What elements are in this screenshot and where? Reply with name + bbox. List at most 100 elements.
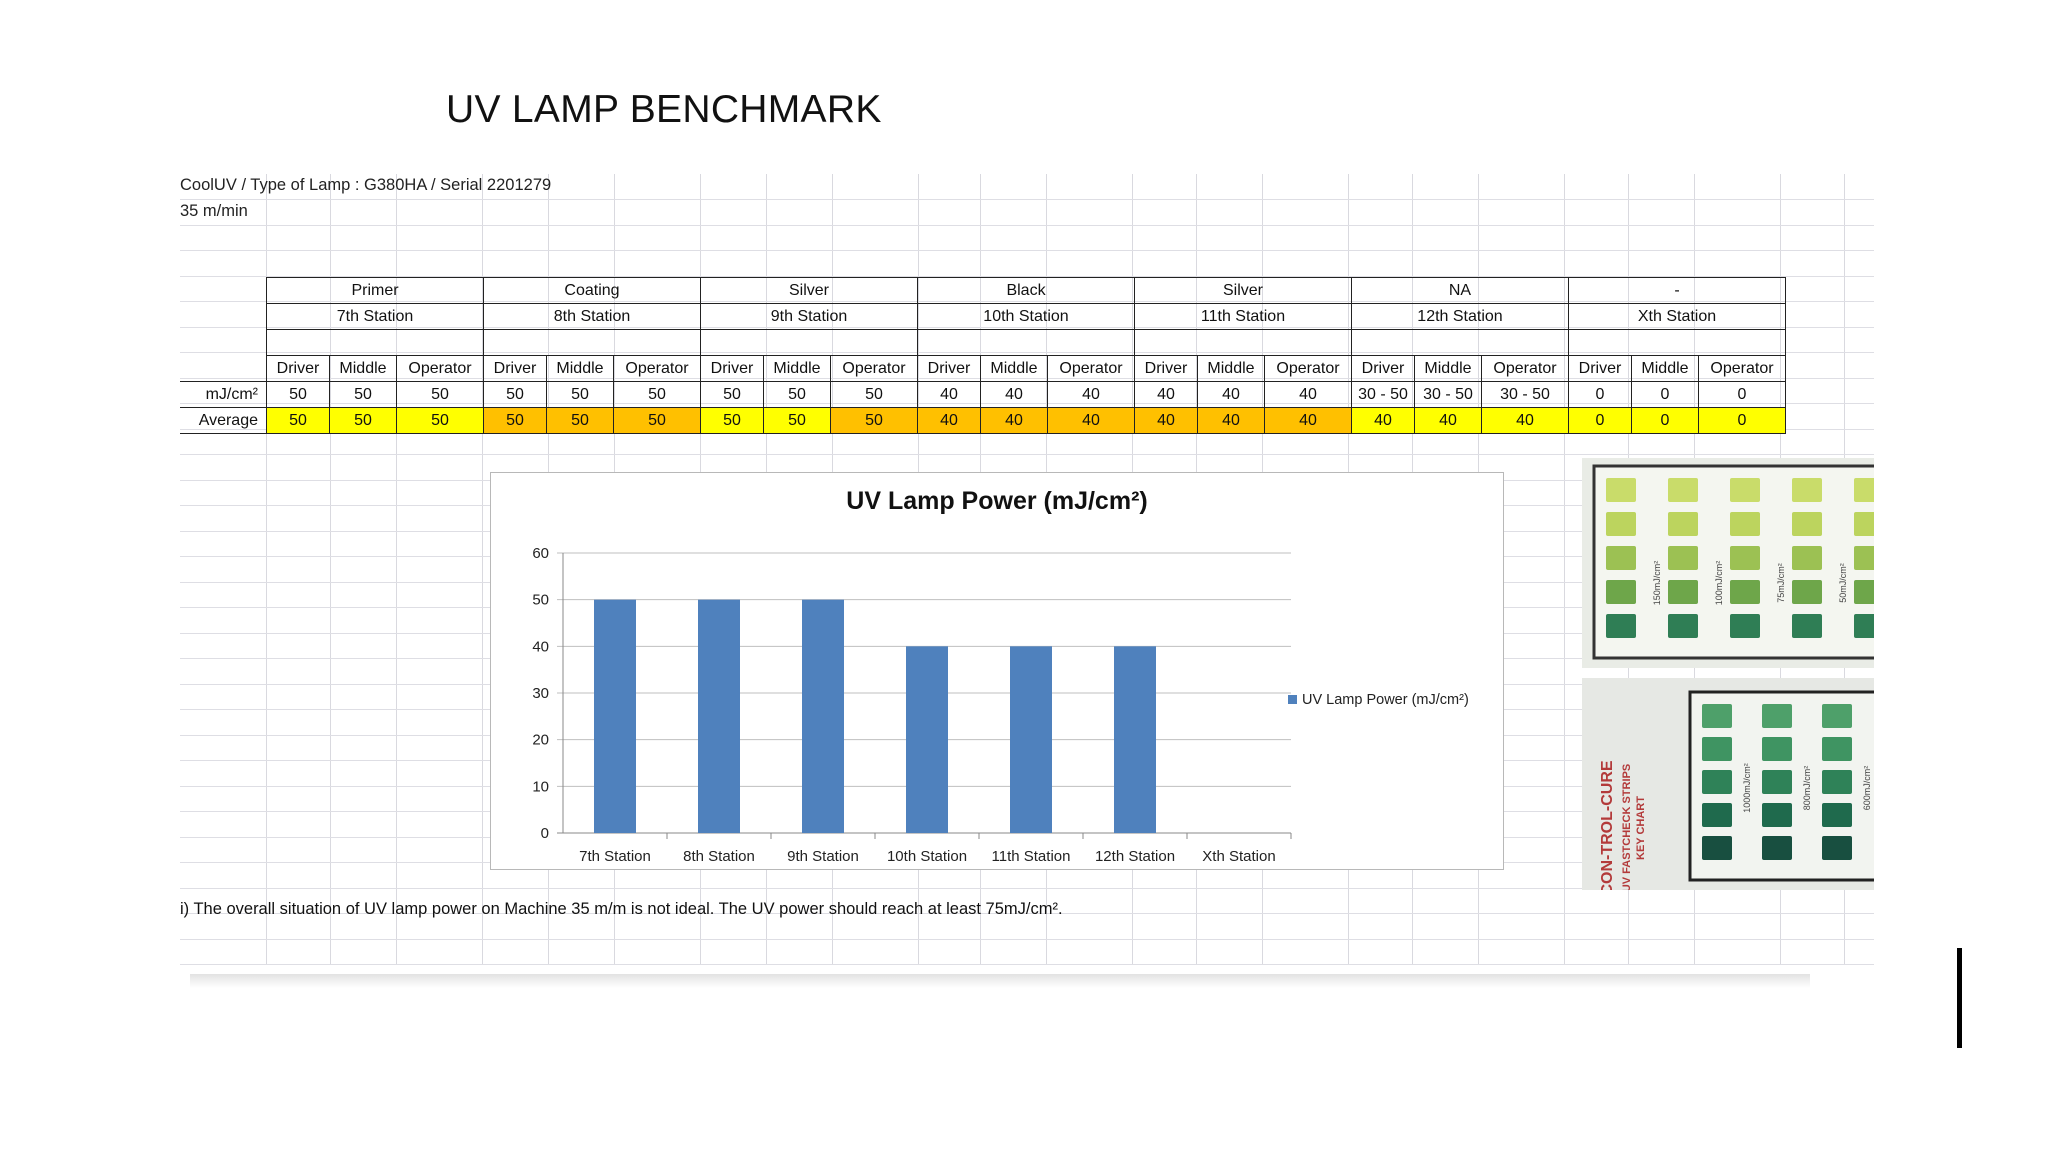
- uv-power-chart: UV Lamp Power (mJ/cm²) 0 10 20 30 40 50 60 7th …: [490, 472, 1504, 870]
- group-label: Primer: [266, 277, 484, 304]
- test-patch: [1762, 704, 1792, 728]
- position-header: Middle: [980, 355, 1048, 382]
- legend-label: UV Lamp Power (mJ/cm²): [1302, 692, 1469, 708]
- test-patch: [1792, 512, 1822, 536]
- key-chart-text: KEY CHART: [1635, 796, 1647, 860]
- gridline-h: [180, 250, 1874, 251]
- position-header: Driver: [917, 355, 981, 382]
- test-patch: [1822, 704, 1852, 728]
- test-patch: [1792, 580, 1822, 604]
- gridline-v: [330, 174, 331, 964]
- value-cell: 40: [1047, 381, 1135, 408]
- value-cell: 50: [763, 381, 831, 408]
- gridline-h: [180, 938, 1874, 940]
- position-header: Middle: [1197, 355, 1265, 382]
- test-patch: [1606, 580, 1636, 604]
- value-cell: 40: [1414, 407, 1482, 434]
- gridline-v: [266, 174, 267, 964]
- test-patch: [1854, 546, 1874, 570]
- value-cell: 0: [1568, 407, 1632, 434]
- empty-cell: [700, 329, 918, 356]
- gridline-h: [180, 964, 1874, 965]
- test-patch: [1668, 478, 1698, 502]
- station-row: 7th Station 8th Station 9th Station 10th St…: [180, 303, 1786, 330]
- y-tick-label: 0: [541, 825, 549, 842]
- position-header: Driver: [1568, 355, 1632, 382]
- test-patch: [1822, 836, 1852, 860]
- empty-cell: [1351, 329, 1569, 356]
- position-header: Middle: [1631, 355, 1699, 382]
- dose-label: 100mJ/cm²: [1714, 561, 1724, 606]
- group-label: -: [1568, 277, 1786, 304]
- group-row: Primer Coating Silver Black Silver NA -: [180, 277, 1786, 304]
- chart-title: UV Lamp Power (mJ/cm²): [846, 487, 1148, 515]
- position-header: Middle: [763, 355, 831, 382]
- value-cell: 50: [613, 381, 701, 408]
- test-patch: [1668, 614, 1698, 638]
- row-label: Average: [180, 407, 267, 434]
- group-label: Coating: [483, 277, 701, 304]
- position-row: Driver Middle Operator Driver Middle Operator…: [180, 355, 1786, 382]
- x-tick-label: 7th Station: [579, 848, 651, 865]
- position-header: Driver: [483, 355, 547, 382]
- empty-cell: [1134, 329, 1352, 356]
- bar: [802, 599, 844, 833]
- value-cell: 40: [980, 407, 1048, 434]
- lamp-info: CoolUV / Type of Lamp : G380HA / Serial …: [180, 176, 552, 194]
- test-patch: [1730, 614, 1760, 638]
- position-header: Operator: [1481, 355, 1569, 382]
- bar: [698, 599, 740, 833]
- dose-label: 800mJ/cm²: [1802, 766, 1812, 811]
- average-row: Average 50 50 50 50 50 50 50 50 50 40 40 40 40 40 40 40 4…: [180, 407, 1786, 434]
- uv-keychart-photo: CON-TROL-CURE UV FASTCHECK STRIPS KEY CHAR…: [1582, 678, 1874, 890]
- value-cell: 50: [396, 407, 484, 434]
- test-patch: [1854, 512, 1874, 536]
- dose-label: 50mJ/cm²: [1838, 563, 1848, 603]
- station-label: 8th Station: [483, 303, 701, 330]
- row-label: mJ/cm²: [180, 381, 267, 408]
- station-label: 9th Station: [700, 303, 918, 330]
- value-cell: 50: [830, 381, 918, 408]
- position-header: Operator: [1698, 355, 1786, 382]
- value-cell: 40: [1481, 407, 1569, 434]
- test-patch: [1702, 803, 1732, 827]
- test-patch: [1730, 580, 1760, 604]
- benchmark-table: Primer Coating Silver Black Silver NA -7th Sta…: [180, 277, 1786, 434]
- y-tick-label: 30: [532, 685, 549, 702]
- x-tick-label: 8th Station: [683, 848, 755, 865]
- gridline-h: [180, 454, 1874, 455]
- empty-cell: [1568, 329, 1786, 356]
- gridline-h: [180, 887, 1874, 889]
- y-tick-label: 60: [532, 545, 549, 562]
- value-cell: 50: [700, 407, 764, 434]
- test-patch: [1822, 737, 1852, 761]
- test-patch: [1668, 580, 1698, 604]
- value-cell: 40: [917, 407, 981, 434]
- test-patch: [1854, 614, 1874, 638]
- y-tick-label: 40: [532, 638, 549, 655]
- position-header: Operator: [1047, 355, 1135, 382]
- bar: [1114, 646, 1156, 833]
- value-cell: 0: [1698, 407, 1786, 434]
- position-header: Driver: [1134, 355, 1198, 382]
- test-patch: [1668, 512, 1698, 536]
- gridline-h: [180, 224, 1874, 226]
- legend-swatch: [1288, 695, 1297, 704]
- position-header: Operator: [830, 355, 918, 382]
- y-tick-label: 10: [532, 778, 549, 795]
- dose-label: 1000mJ/cm²: [1742, 763, 1752, 813]
- spacer-row: [180, 329, 1786, 356]
- value-cell: 50: [546, 381, 614, 408]
- value-cell: 50: [613, 407, 701, 434]
- test-patch: [1702, 836, 1732, 860]
- corner-cell: [180, 304, 267, 330]
- value-cell: 50: [329, 407, 397, 434]
- x-tick-label: 9th Station: [787, 848, 859, 865]
- value-cell: 40: [1047, 407, 1135, 434]
- test-patch: [1792, 546, 1822, 570]
- gridline-v: [396, 174, 397, 964]
- y-tick-label: 50: [532, 592, 549, 609]
- value-cell: 0: [1631, 381, 1699, 408]
- value-cell: 0: [1631, 407, 1699, 434]
- value-cell: 50: [546, 407, 614, 434]
